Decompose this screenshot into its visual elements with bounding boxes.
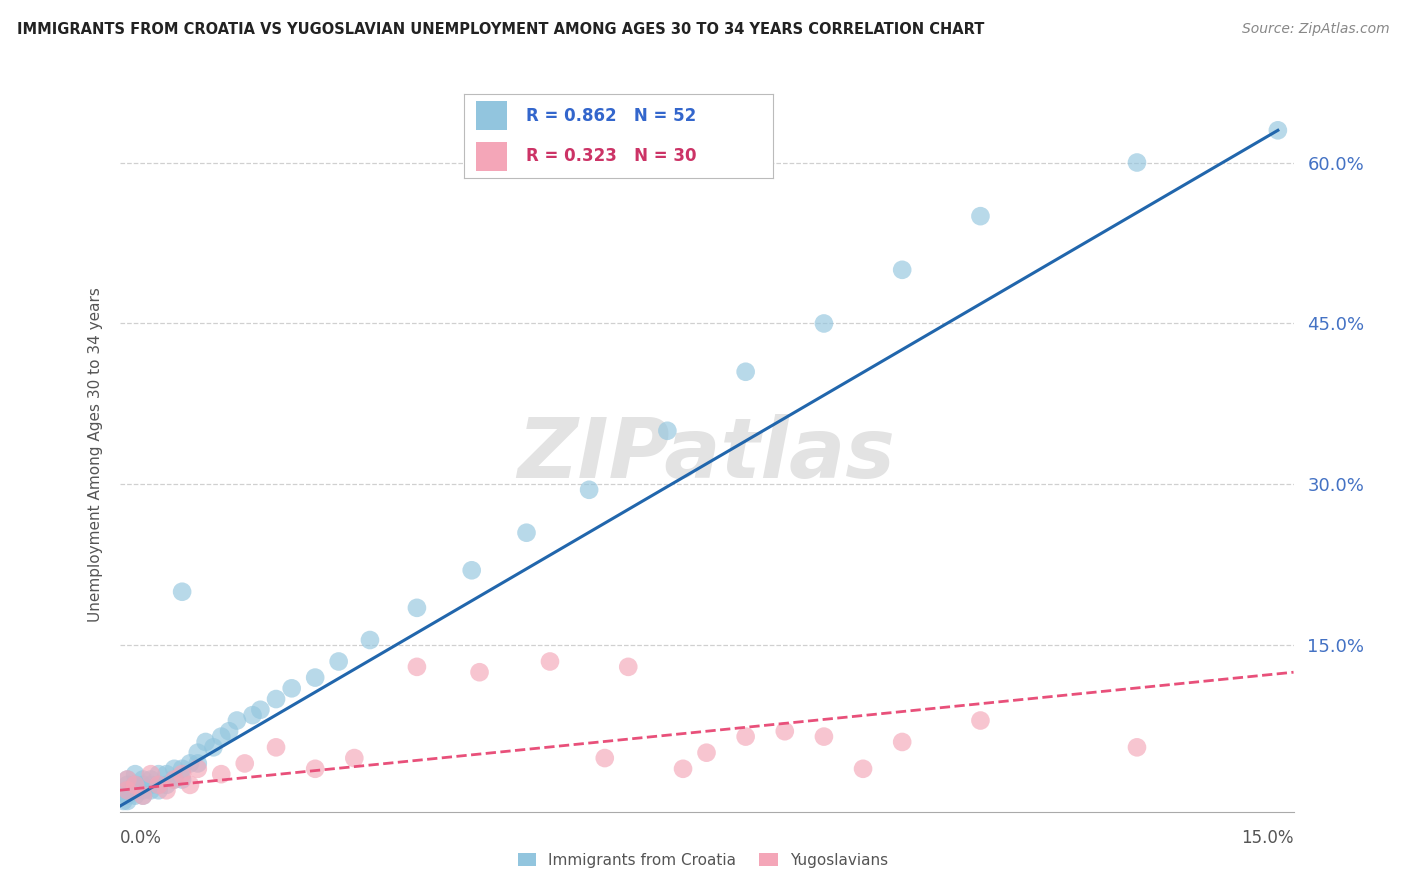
Point: [139, 783, 162, 797]
Point: [187, 762, 209, 776]
Point: [359, 633, 381, 648]
Point: [155, 783, 177, 797]
Point: [617, 660, 640, 674]
Point: [578, 483, 600, 497]
Point: [304, 762, 326, 776]
Point: [538, 655, 561, 669]
Point: [132, 789, 155, 803]
Point: [124, 783, 146, 797]
Point: [406, 660, 429, 674]
Point: [117, 783, 139, 797]
Text: IMMIGRANTS FROM CROATIA VS YUGOSLAVIAN UNEMPLOYMENT AMONG AGES 30 TO 34 YEARS CO: IMMIGRANTS FROM CROATIA VS YUGOSLAVIAN U…: [17, 22, 984, 37]
Point: [132, 783, 155, 797]
Point: [155, 778, 177, 792]
Point: [132, 789, 155, 803]
Text: 15.0%: 15.0%: [1241, 829, 1294, 847]
Y-axis label: Unemployment Among Ages 30 to 34 years: Unemployment Among Ages 30 to 34 years: [87, 287, 103, 623]
Point: [218, 724, 240, 739]
Point: [124, 778, 146, 792]
Point: [515, 525, 537, 540]
Point: [813, 730, 835, 744]
Point: [734, 730, 756, 744]
Point: [148, 767, 170, 781]
Point: [734, 365, 756, 379]
Point: [163, 772, 186, 787]
Point: [139, 767, 162, 781]
Point: [891, 735, 914, 749]
Point: [124, 767, 146, 781]
Text: ZIPatlas: ZIPatlas: [517, 415, 896, 495]
Point: [773, 724, 796, 739]
Point: [179, 778, 201, 792]
Point: [696, 746, 718, 760]
Point: [468, 665, 491, 680]
Point: [117, 783, 139, 797]
Point: [209, 730, 232, 744]
Point: [148, 778, 170, 792]
Point: [172, 772, 194, 787]
Point: [194, 735, 217, 749]
Point: [672, 762, 695, 776]
Point: [852, 762, 875, 776]
Text: 0.0%: 0.0%: [120, 829, 162, 847]
Point: [209, 767, 232, 781]
Point: [264, 740, 287, 755]
Point: [172, 762, 194, 776]
Legend: Immigrants from Croatia, Yugoslavians: Immigrants from Croatia, Yugoslavians: [510, 845, 896, 875]
Point: [172, 767, 194, 781]
Point: [343, 751, 366, 765]
Point: [132, 772, 155, 787]
Point: [1126, 155, 1149, 169]
Point: [969, 714, 991, 728]
Point: [117, 794, 139, 808]
Point: [148, 778, 170, 792]
Point: [139, 772, 162, 787]
Text: Source: ZipAtlas.com: Source: ZipAtlas.com: [1241, 22, 1389, 37]
Point: [891, 262, 914, 277]
Point: [187, 746, 209, 760]
Point: [163, 762, 186, 776]
Point: [969, 209, 991, 223]
Point: [813, 317, 835, 331]
Point: [233, 756, 256, 771]
Point: [202, 740, 225, 755]
Point: [148, 783, 170, 797]
Point: [280, 681, 302, 696]
Point: [124, 778, 146, 792]
Point: [264, 692, 287, 706]
Point: [117, 772, 139, 787]
Point: [1267, 123, 1289, 137]
Point: [328, 655, 350, 669]
Text: R = 0.323   N = 30: R = 0.323 N = 30: [526, 147, 696, 165]
Point: [124, 789, 146, 803]
Point: [172, 584, 194, 599]
Point: [117, 789, 139, 803]
Point: [155, 767, 177, 781]
Point: [242, 708, 264, 723]
Point: [460, 563, 484, 577]
Text: R = 0.862   N = 52: R = 0.862 N = 52: [526, 107, 696, 125]
Point: [139, 778, 162, 792]
Point: [593, 751, 616, 765]
Point: [187, 756, 209, 771]
Point: [163, 772, 186, 787]
Point: [132, 778, 155, 792]
Point: [117, 778, 139, 792]
Point: [1126, 740, 1149, 755]
Point: [225, 714, 249, 728]
Point: [112, 794, 135, 808]
Point: [304, 671, 326, 685]
Point: [179, 756, 201, 771]
Point: [249, 703, 271, 717]
Bar: [477, 142, 508, 170]
Point: [117, 772, 139, 787]
Bar: [477, 102, 508, 130]
Point: [406, 600, 429, 615]
Point: [657, 424, 679, 438]
